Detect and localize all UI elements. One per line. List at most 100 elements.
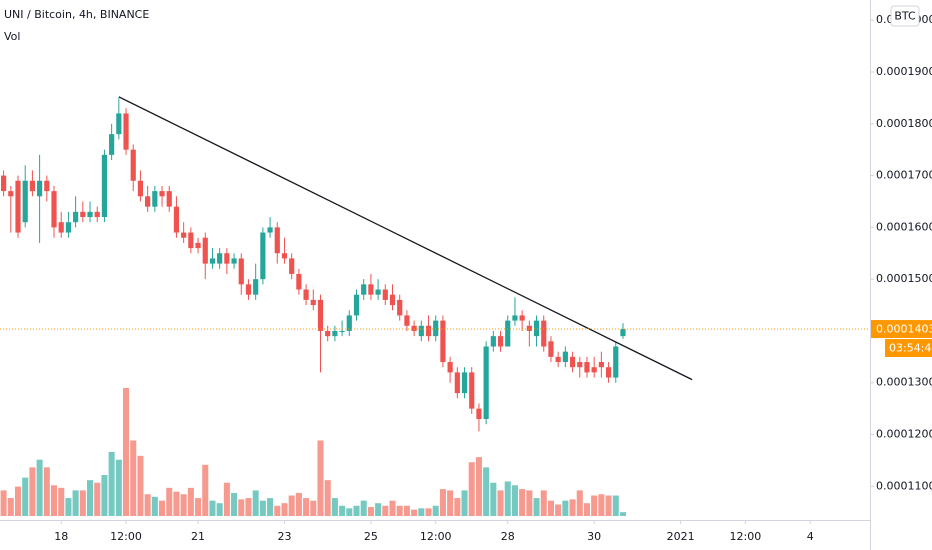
volume-bar [151,496,158,516]
volume-bar [519,489,526,516]
volume-bar [562,500,569,516]
candle-body [145,196,151,207]
candle-body [440,320,446,363]
volume-bar [65,498,72,516]
candle-body [116,113,122,135]
y-tick-label: 0.00019000 [876,65,932,78]
volume-bar [14,486,22,516]
y-tick-label: 0.00017000 [876,169,932,182]
candle-body [339,330,345,332]
volume-bar [439,489,446,516]
volume-bar [540,490,547,516]
candle-body [29,180,36,192]
volume-bar [108,452,115,516]
volume-bar [173,491,180,516]
y-tick-label: 0.00013000 [876,376,932,389]
candle-body [51,191,57,228]
volume-bar [7,498,14,516]
x-tick-label: 30 [587,530,601,543]
volume-bar [396,505,403,516]
candle-body [274,227,280,254]
candle-body [541,320,547,347]
volume-bar [202,464,209,516]
volume-bar [159,500,166,516]
candle-body [519,315,525,321]
candle-body [195,242,201,249]
candle-body [346,315,352,331]
volume-bar [497,490,504,516]
candle-body [37,180,43,197]
volume-bar [382,505,389,516]
volume-bar [267,498,274,516]
volume-bar [367,507,374,516]
candle-body [605,367,612,378]
candle-body [569,356,576,368]
candle-body [562,351,568,363]
volume-bar [130,440,137,516]
volume-bar [360,500,367,516]
candle-body [267,227,273,233]
candle-body [397,299,403,316]
volume-bar [29,467,36,516]
x-tick-label: 21 [191,530,205,543]
volume-bar [504,481,511,516]
currency-badge[interactable] [890,5,920,27]
candle-body [281,253,288,259]
candle-body [548,341,554,357]
currency-label: BTC [894,10,916,23]
candle-body [389,294,396,306]
candle-body [87,211,93,218]
candle-body [238,258,244,285]
candle-body [209,258,216,264]
volume-bar [238,499,245,516]
volume-bar [288,495,295,516]
candle-body [332,330,338,337]
volume-bar [425,508,432,516]
volume-bar [555,504,562,516]
candle-body [15,180,21,233]
y-tick-label: 0.00012000 [876,428,932,441]
volume-bar [223,482,230,516]
volume-bar [43,467,50,516]
candle-body [375,289,381,295]
volume-bar [331,498,338,516]
candle-body [245,284,252,295]
last-price-label: 0.00014037 [876,323,932,336]
candle-body [526,325,532,331]
volume-bar [144,494,151,516]
volume-bar [346,508,353,516]
candle-body [173,206,180,233]
volume-bar [295,492,302,516]
volume-bar [619,512,626,516]
volume-bar [187,487,194,516]
candle-body [101,154,108,218]
candle-body [555,356,561,363]
candle-body [130,149,136,181]
chart-title: UNI / Bitcoin, 4h, BINANCE [4,8,149,21]
candle-body [224,253,230,264]
last-price-badge [871,320,932,339]
candle-body [8,191,14,197]
volume-bar [612,495,619,516]
candle-body [80,211,86,218]
candle-body [613,346,619,378]
volume-bar [94,482,101,516]
candle-body [159,191,165,197]
candle-body [353,294,360,316]
candle-body [73,211,79,223]
volume-bar [432,505,439,516]
candle-body [1,175,7,192]
candle-body [577,362,583,368]
volume-bar [375,503,382,516]
candle-body [620,329,626,337]
volume-bar [87,480,94,516]
volume-bar [195,498,202,516]
volume-bar [468,462,475,516]
volume-bar [101,475,108,516]
candle-body [368,284,374,295]
candle-body [382,289,388,300]
candle-body [181,232,187,238]
volume-bar [598,494,605,516]
candle-body [202,237,208,264]
volume-bar [475,457,482,516]
